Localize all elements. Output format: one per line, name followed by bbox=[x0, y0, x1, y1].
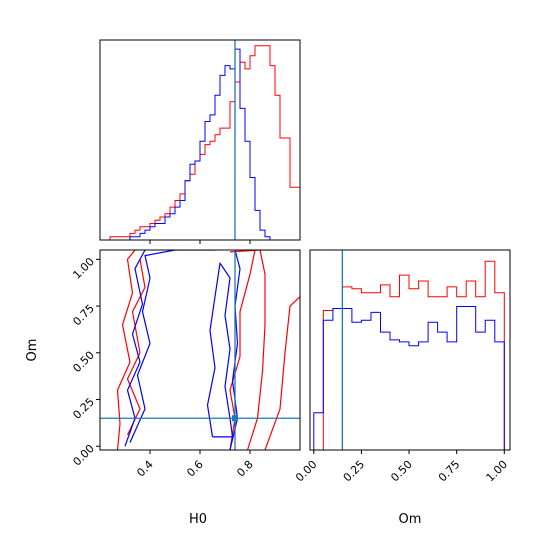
contour-y-tick-label: 0.50 bbox=[70, 349, 97, 376]
contour-y-tick-label: 0.25 bbox=[70, 395, 97, 422]
om-x-tick-label: 0.50 bbox=[388, 458, 415, 485]
h0-om-contour-panel: 0.4 0.6 0.8 0.00 0.25 0.50 0.75 1.00 H0 Om bbox=[25, 249, 301, 527]
contour-red-5 bbox=[229, 250, 300, 253]
contour-red-3 bbox=[246, 250, 266, 450]
om-x-tick-label: 0.25 bbox=[341, 458, 368, 485]
h0-histogram-frame bbox=[99, 39, 301, 241]
contour-blue-8 bbox=[206, 262, 234, 438]
contour-x-axis-label: H0 bbox=[189, 512, 207, 527]
om-x-axis-label: Om bbox=[399, 512, 422, 527]
contour-x-tick-label: 0.6 bbox=[184, 458, 206, 480]
h0-histogram-panel bbox=[99, 39, 301, 244]
contour-y-tick-label: 0.75 bbox=[70, 302, 97, 329]
contour-x-tick-label: 0.8 bbox=[234, 458, 256, 480]
contour-red-0 bbox=[116, 250, 136, 450]
contour-y-tick-label: 1.00 bbox=[70, 255, 97, 282]
contour-truth-marker bbox=[232, 415, 238, 422]
om-x-tick-label: 0.75 bbox=[436, 458, 463, 485]
contour-red-1 bbox=[126, 259, 146, 436]
om-x-tick-label: 0.00 bbox=[293, 458, 320, 485]
om-x-tick-label: 1.00 bbox=[484, 458, 511, 485]
contour-blue-7 bbox=[129, 250, 215, 443]
contour-x-tick-label: 0.4 bbox=[134, 458, 156, 480]
om-histogram-frame bbox=[309, 249, 511, 451]
om-histogram-panel: 0.00 0.25 0.50 0.75 1.00 Om bbox=[293, 249, 511, 527]
contour-blue-6 bbox=[124, 250, 146, 447]
h0-hist-blue-series bbox=[100, 48, 300, 241]
contour-y-tick-label: 0.00 bbox=[70, 442, 97, 469]
om-hist-blue-series bbox=[313, 306, 505, 450]
om-hist-red-series bbox=[313, 260, 505, 451]
contour-y-axis-label: Om bbox=[25, 339, 40, 362]
contour-red-4 bbox=[264, 296, 300, 450]
